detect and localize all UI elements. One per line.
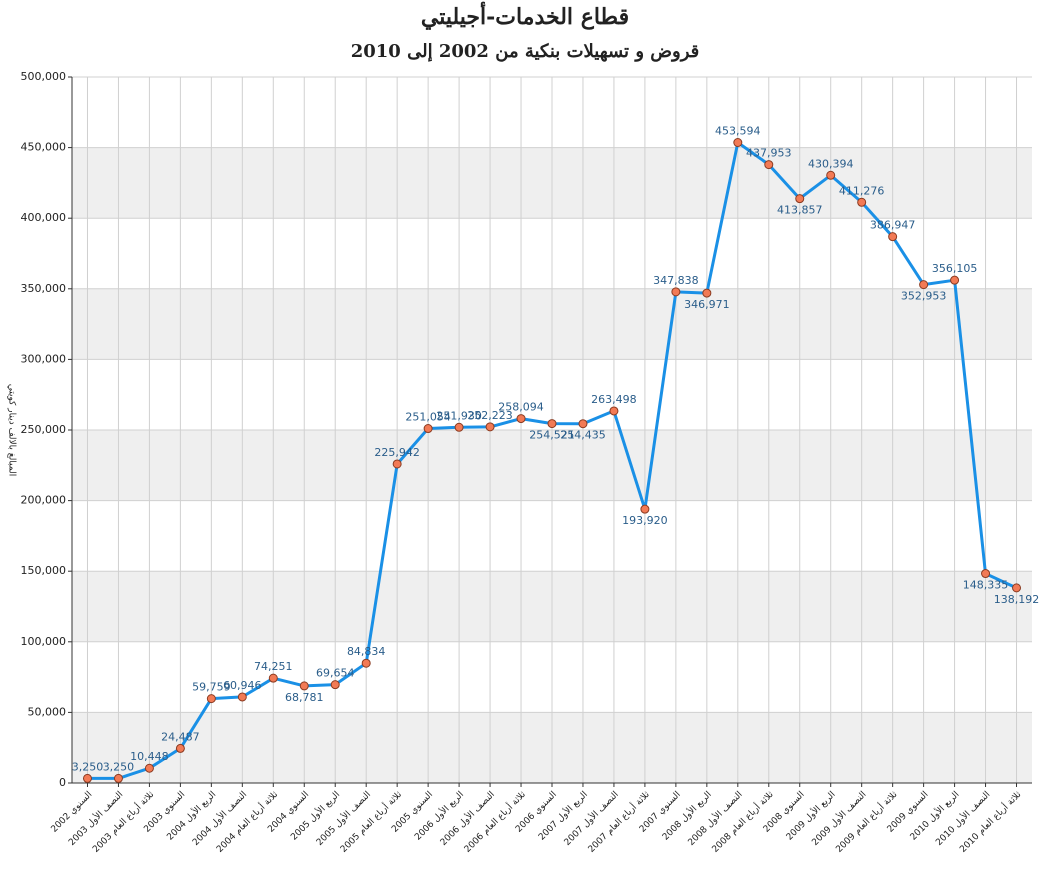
point — [330, 680, 340, 690]
point — [981, 569, 991, 579]
value-label: 148,335 — [963, 579, 1009, 592]
point — [1012, 583, 1022, 593]
value-label: 84,834 — [347, 645, 386, 658]
point — [702, 288, 712, 298]
point — [237, 692, 247, 702]
point — [826, 170, 836, 180]
y-tick-label: 500,000 — [21, 70, 67, 83]
y-tick-label: 400,000 — [21, 211, 67, 224]
value-label: 10,448 — [130, 750, 169, 763]
value-label: 69,654 — [316, 667, 355, 680]
point — [578, 419, 588, 429]
value-label: 386,947 — [870, 219, 916, 232]
value-label: 413,857 — [777, 204, 823, 217]
value-label: 411,276 — [839, 184, 885, 197]
value-label: 258,094 — [498, 401, 544, 414]
value-label: 254,435 — [560, 429, 606, 442]
value-label: 251,054 — [405, 411, 451, 424]
point — [175, 743, 185, 753]
value-label: 347,838 — [653, 274, 699, 287]
value-label: 453,594 — [715, 125, 761, 138]
y-tick-label: 0 — [59, 776, 66, 789]
point — [919, 280, 929, 290]
y-axis-label: المبالغ بالالف دينار كويتي — [7, 384, 17, 476]
value-label: 3,250 — [103, 760, 135, 773]
point — [268, 673, 278, 683]
value-label: 430,394 — [808, 157, 854, 170]
point — [392, 459, 402, 469]
value-label: 346,971 — [684, 298, 730, 311]
x-tick-label: النصف الأول 2008 — [685, 788, 745, 848]
y-tick-label: 100,000 — [21, 635, 67, 648]
point — [82, 773, 92, 783]
x-tick-label: النصف الأول 2005 — [314, 788, 374, 848]
point — [113, 773, 123, 783]
point — [206, 694, 216, 704]
value-label: 3,250 — [72, 760, 104, 773]
y-tick-label: 150,000 — [21, 564, 67, 577]
chart-title: قطاع الخدمات-أجيليتي — [421, 1, 629, 30]
y-tick-label: 200,000 — [21, 494, 67, 507]
value-label: 225,942 — [374, 446, 420, 459]
value-label: 254,521 — [529, 429, 575, 442]
point — [950, 275, 960, 285]
point — [516, 414, 526, 424]
value-label: 263,498 — [591, 393, 637, 406]
point — [361, 658, 371, 668]
value-label: 68,781 — [285, 691, 324, 704]
x-tick-label: النصف الأول 2006 — [437, 788, 497, 848]
y-tick-label: 450,000 — [21, 141, 67, 154]
value-label: 24,487 — [161, 730, 200, 743]
y-tick-label: 50,000 — [28, 705, 67, 718]
value-label: 74,251 — [254, 660, 293, 673]
point — [609, 406, 619, 416]
point — [857, 197, 867, 207]
point — [454, 422, 464, 432]
value-label: 437,953 — [746, 147, 792, 160]
point — [144, 763, 154, 773]
point — [671, 287, 681, 297]
y-tick-label: 350,000 — [21, 282, 67, 295]
value-label: 193,920 — [622, 514, 668, 527]
value-label: 59,759 — [192, 681, 231, 694]
point — [299, 681, 309, 691]
x-tick-label: النصف الأول 2003 — [66, 788, 126, 848]
point — [547, 419, 557, 429]
value-label: 352,953 — [901, 290, 947, 303]
value-label: 138,192 — [994, 593, 1040, 606]
x-tick-label: النصف الأول 2009 — [809, 788, 869, 848]
x-tick-label: النصف الأول 2007 — [561, 788, 621, 848]
value-label: 60,946 — [223, 679, 262, 692]
y-tick-label: 300,000 — [21, 352, 67, 365]
x-tick-label: النصف الأول 2010 — [933, 788, 993, 848]
point — [485, 422, 495, 432]
value-label: 252,223 — [467, 409, 513, 422]
chart-subtitle: قروض و تسهيلات بنكية من 2002 إلى 2010 — [351, 41, 700, 62]
point — [733, 138, 743, 148]
value-label: 356,105 — [932, 262, 978, 275]
point — [640, 504, 650, 514]
point — [888, 232, 898, 242]
point — [423, 424, 433, 434]
x-tick-label: النصف الأول 2004 — [190, 788, 250, 848]
point — [795, 194, 805, 204]
y-tick-label: 250,000 — [21, 423, 67, 436]
value-label: 251,930 — [436, 409, 482, 422]
point — [764, 160, 774, 170]
